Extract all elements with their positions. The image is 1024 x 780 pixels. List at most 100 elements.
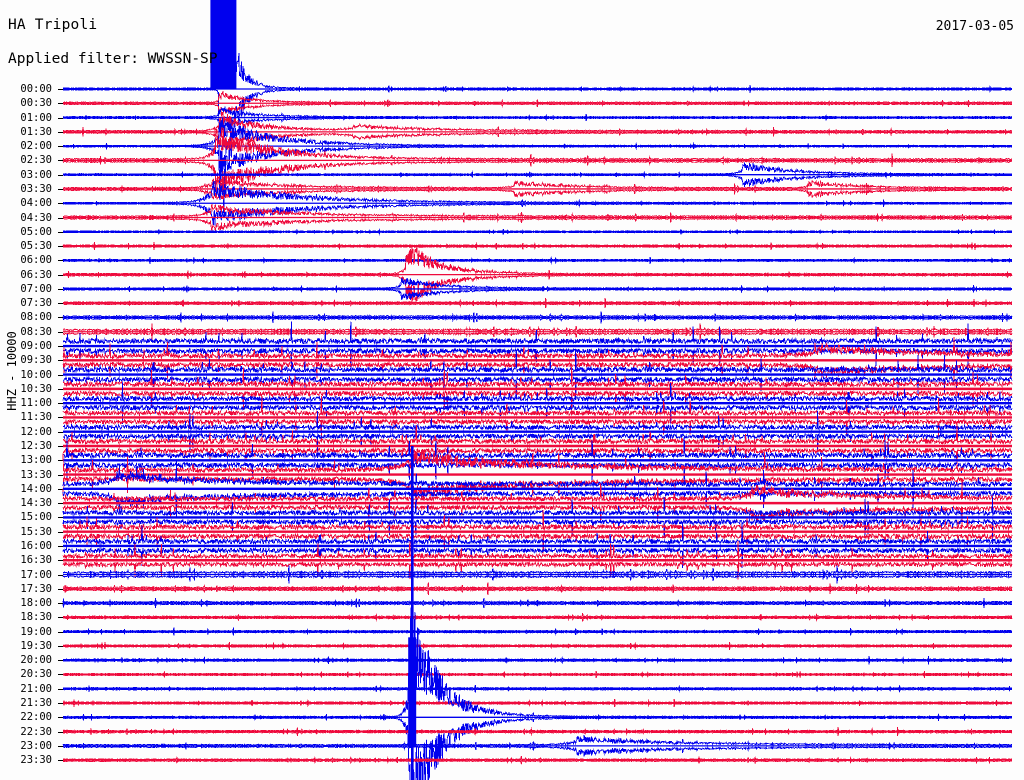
axis-tick: [58, 489, 63, 490]
trace-row: [62, 323, 1013, 341]
axis-tick: [58, 417, 63, 418]
time-label: 02:30: [20, 154, 52, 167]
time-label: 16:00: [20, 539, 52, 552]
axis-tick: [58, 89, 63, 90]
axis-tick: [58, 703, 63, 704]
trace-row: [62, 228, 1013, 236]
time-label: 23:30: [20, 754, 52, 767]
time-label: 12:30: [20, 440, 52, 452]
time-label: 05:30: [20, 240, 52, 253]
trace-row: [62, 256, 1013, 265]
axis-tick: [58, 646, 63, 647]
time-label: 03:30: [20, 182, 52, 195]
axis-tick: [58, 660, 63, 661]
trace-row: [62, 509, 1013, 554]
trace-row: [62, 242, 1013, 251]
station-title: HA Tripoli: [8, 17, 98, 33]
trace-row: [62, 540, 1013, 580]
trace-row: [62, 727, 1013, 737]
time-label: 20:00: [20, 654, 52, 667]
axis-tick: [58, 175, 63, 176]
axis-tick: [58, 218, 63, 219]
trace-row: [62, 523, 1013, 569]
time-label: 17:30: [20, 582, 52, 595]
axis-tick: [58, 189, 63, 190]
axis-tick: [58, 532, 63, 533]
time-label: 15:30: [20, 525, 52, 538]
trace-row: [62, 655, 1013, 665]
axis-tick: [58, 603, 63, 604]
time-label: 22:30: [20, 725, 52, 738]
trace-row: [62, 755, 1013, 765]
axis-tick: [58, 674, 63, 675]
axis-tick: [58, 303, 63, 304]
time-label: 00:00: [20, 83, 52, 95]
time-label: 22:00: [20, 711, 52, 724]
trace-row: [62, 204, 1013, 231]
time-label: 09:30: [20, 354, 52, 367]
trace-row: [62, 162, 1013, 187]
axis-tick: [58, 360, 63, 361]
axis-tick: [58, 246, 63, 247]
time-label: 06:30: [20, 268, 52, 281]
axis-tick: [58, 632, 63, 633]
axis-tick: [58, 760, 63, 761]
trace-row: [63, 627, 1013, 636]
time-label: 11:00: [20, 397, 52, 410]
axis-tick: [58, 232, 63, 233]
trace-row: [62, 246, 1013, 303]
time-label: 07:30: [20, 297, 52, 310]
axis-tick: [58, 460, 63, 461]
axis-tick: [58, 732, 63, 733]
axis-tick: [58, 689, 63, 690]
time-label: 07:00: [20, 282, 52, 295]
time-label: 14:00: [20, 482, 52, 495]
axis-tick: [58, 746, 63, 747]
axis-tick: [58, 375, 63, 376]
axis-tick: [58, 389, 63, 390]
axis-tick: [58, 503, 63, 504]
time-axis-labels: 00:00 00:30 01:00 01:30 02:00 02:30 03:00 03:30…: [0, 0, 63, 780]
clipped-spike-wide: [408, 637, 417, 748]
axis-tick: [58, 132, 63, 133]
time-label: 18:30: [20, 611, 52, 624]
axis-tick: [58, 332, 63, 333]
time-label: 16:30: [20, 554, 52, 567]
trace-row: [62, 450, 1013, 499]
time-label: 10:30: [20, 382, 52, 395]
axis-tick: [58, 317, 63, 318]
axis-tick: [58, 446, 63, 447]
trace-row: [62, 350, 1013, 400]
trace-row: [62, 735, 1013, 757]
trace-row: [62, 435, 1013, 485]
trace-row: [62, 181, 1013, 226]
time-label: 19:00: [20, 625, 52, 638]
axis-tick: [58, 146, 63, 147]
time-label: 09:00: [20, 340, 52, 353]
axis-tick: [58, 289, 63, 290]
time-label: 12:00: [20, 425, 52, 438]
trace-row: [62, 311, 1013, 324]
time-label: 02:00: [20, 140, 52, 153]
time-label: 15:00: [20, 511, 52, 524]
axis-tick: [58, 717, 63, 718]
trace-row: [62, 277, 1013, 300]
time-label: 03:00: [20, 168, 52, 181]
axis-tick: [58, 617, 63, 618]
axis-tick: [58, 260, 63, 261]
time-label: 01:00: [20, 111, 52, 124]
trace-row: [62, 91, 1013, 116]
clipped-spike: [411, 446, 414, 780]
time-label: 08:00: [20, 311, 52, 324]
trace-row: [62, 606, 1013, 780]
time-label: 20:30: [20, 668, 52, 681]
time-label: 18:00: [20, 597, 52, 610]
axis-tick: [58, 403, 63, 404]
axis-tick: [58, 475, 63, 476]
trace-row: [62, 422, 1013, 470]
trace-row: [62, 641, 1013, 651]
axis-tick: [58, 575, 63, 576]
trace-row: [62, 298, 1013, 309]
axis-tick: [58, 346, 63, 347]
time-label: 14:30: [20, 497, 52, 510]
